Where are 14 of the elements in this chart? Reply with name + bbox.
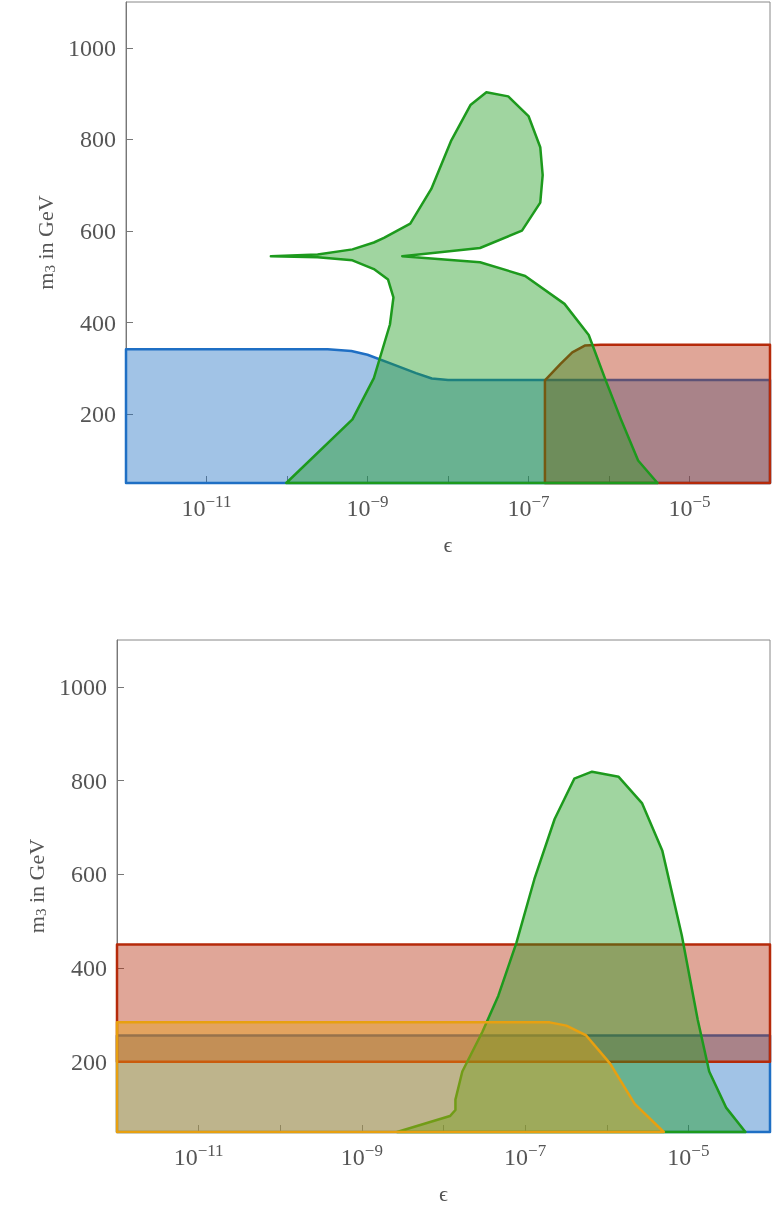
x-axis-title: ϵ — [439, 1180, 449, 1206]
y-tick-label: 400 — [80, 309, 116, 336]
x-axis-title: ϵ — [443, 531, 453, 557]
y-tick-label: 1000 — [59, 673, 107, 700]
y-tick-label: 800 — [71, 767, 107, 794]
y-axis-title: m3 in GeV — [32, 195, 58, 290]
y-tick-label: 200 — [71, 1048, 107, 1075]
y-tick-label: 600 — [71, 861, 107, 888]
y-tick-label: 400 — [71, 955, 107, 981]
y-tick-label: 600 — [80, 218, 116, 245]
y-tick-label: 800 — [80, 126, 116, 153]
y-tick-label: 200 — [80, 401, 116, 428]
y-axis-title: m3 in GeV — [23, 838, 49, 934]
y-tick-label: 1000 — [68, 34, 116, 61]
